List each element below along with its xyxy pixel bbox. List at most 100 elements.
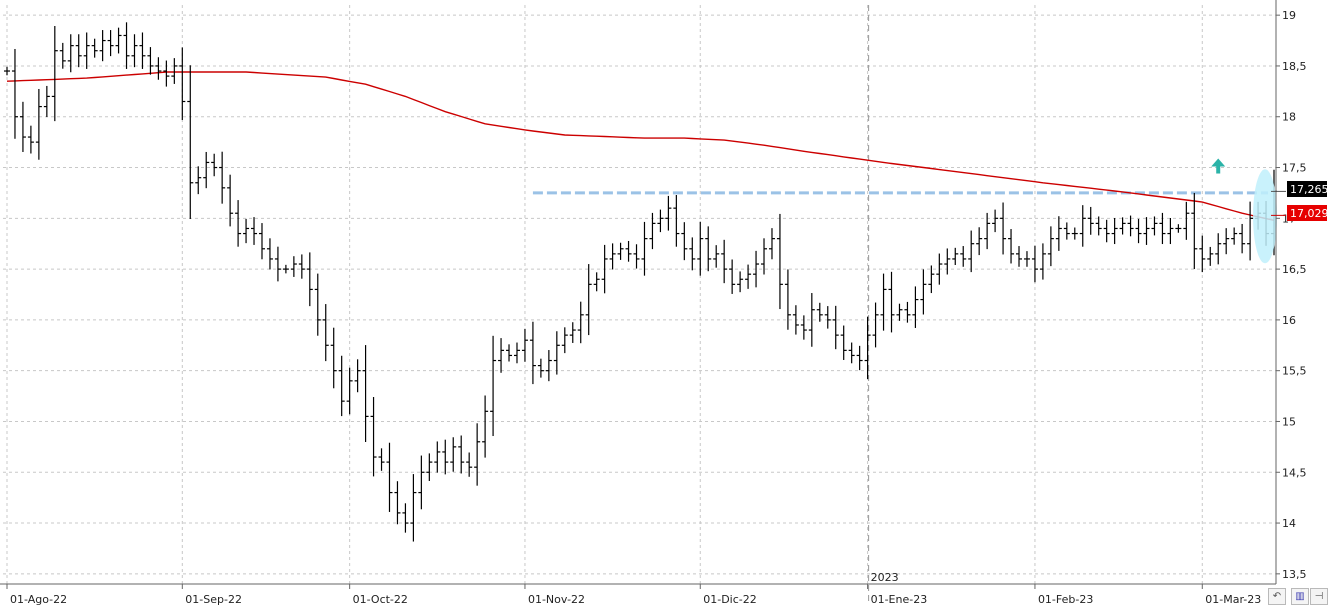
price-bar: [896, 303, 903, 321]
price-bar: [67, 34, 74, 73]
y-tick-label: 14,5: [1282, 466, 1307, 479]
price-bar: [346, 367, 353, 415]
price-bar: [1103, 219, 1110, 243]
price-bar: [75, 34, 82, 68]
y-tick-label: 15: [1282, 415, 1296, 428]
price-bar: [1143, 217, 1150, 245]
price-bar: [705, 226, 712, 272]
price-bar: [1199, 235, 1206, 273]
y-tick-label: 15,5: [1282, 365, 1307, 378]
price-bar: [864, 316, 871, 380]
price-bar: [211, 153, 218, 177]
x-tick-label: 01-Oct-22: [353, 593, 408, 606]
price-bar: [1071, 227, 1078, 240]
price-bar: [266, 238, 273, 270]
price-bar: [51, 26, 58, 122]
price-bar: [434, 441, 441, 473]
price-bar: [848, 342, 855, 364]
highlight-ellipse: [1253, 169, 1278, 264]
price-bar: [147, 47, 154, 75]
price-bars-group: [4, 22, 1277, 542]
price-bar: [832, 305, 839, 350]
price-bar: [314, 273, 321, 336]
price-bar: [513, 342, 520, 364]
price-bar: [936, 253, 943, 285]
price-bar: [992, 209, 999, 233]
price-bar: [410, 474, 417, 542]
price-bar: [498, 338, 505, 373]
price-bar: [904, 301, 911, 323]
price-bar: [35, 88, 42, 160]
price-bar: [976, 227, 983, 256]
price-bar: [378, 448, 385, 471]
price-bar: [322, 304, 329, 362]
price-bar: [665, 195, 672, 231]
price-bar: [768, 228, 775, 260]
x-tick-label: 01-Sep-22: [185, 593, 242, 606]
price-bar: [649, 212, 656, 250]
price-bar: [458, 435, 465, 474]
price-bar: [792, 305, 799, 335]
price-bar: [330, 327, 337, 389]
y-tick-label: 14: [1282, 517, 1296, 530]
price-bar: [1039, 243, 1046, 280]
price-bar: [585, 264, 592, 336]
price-bar: [1111, 217, 1118, 245]
price-bar: [274, 246, 281, 282]
y-tick-label: 18,5: [1282, 60, 1307, 73]
price-bar: [529, 321, 536, 385]
y-tick-label: 13,5: [1282, 568, 1307, 581]
price-bar: [155, 57, 162, 80]
arrow-stem: [1216, 165, 1221, 174]
price-bar: [27, 125, 34, 154]
year-label: 2023: [871, 571, 899, 584]
moving-average-group: [6, 71, 1275, 221]
price-bar: [952, 247, 959, 265]
x-tick-label: 01-Nov-22: [528, 593, 585, 606]
price-bar: [227, 174, 234, 227]
price-bar: [577, 301, 584, 344]
pin-icon[interactable]: ⊣: [1310, 588, 1328, 605]
price-bar: [880, 273, 887, 331]
price-bar: [1231, 227, 1238, 245]
x-tick-label: 01-Dic-22: [703, 593, 757, 606]
price-bar: [856, 345, 863, 371]
price-bar: [123, 22, 130, 69]
price-bar: [1047, 226, 1054, 267]
price-bar: [601, 244, 608, 294]
price-bar: [219, 151, 226, 204]
price-bar: [633, 244, 640, 269]
price-bar: [808, 293, 815, 347]
price-bar: [944, 248, 951, 275]
price-bar: [745, 264, 752, 289]
price-bar: [426, 453, 433, 481]
price-bar: [537, 358, 544, 378]
price-bar: [195, 166, 202, 195]
price-bar: [784, 269, 791, 330]
price-bar: [187, 65, 194, 220]
price-bar: [545, 350, 552, 382]
x-tick-label: 01-Mar-23: [1205, 593, 1261, 606]
price-bar: [115, 27, 122, 54]
x-tick-label: 01-Ago-22: [10, 593, 67, 606]
price-bar: [1207, 246, 1214, 266]
price-bar: [243, 218, 250, 244]
price-bar: [450, 437, 457, 472]
price-bar: [824, 306, 831, 329]
rotate-icon[interactable]: ↶: [1268, 588, 1286, 605]
y-tick-label: 16,5: [1282, 263, 1307, 276]
ma-value-badge: [1287, 205, 1327, 221]
price-bar: [1159, 212, 1166, 245]
price-bar: [506, 344, 513, 362]
price-bar: [235, 200, 242, 247]
price-bar: [1191, 192, 1198, 270]
price-bar: [107, 30, 114, 57]
x-tick-label: 01-Ene-23: [871, 593, 928, 606]
chart-mode-icon[interactable]: ▥: [1291, 588, 1309, 605]
price-bar: [721, 239, 728, 284]
price-bar: [466, 452, 473, 477]
price-bar: [561, 327, 568, 354]
price-bar: [912, 286, 919, 328]
price-bar: [171, 58, 178, 84]
